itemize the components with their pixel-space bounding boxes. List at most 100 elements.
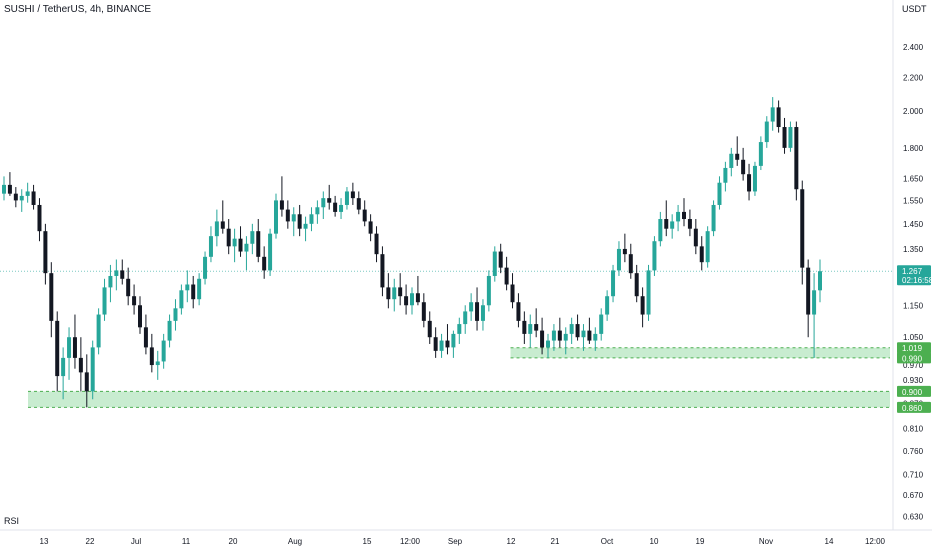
- candle-body: [25, 191, 30, 196]
- candle-body: [179, 290, 184, 309]
- candle: [226, 219, 231, 255]
- candle-body: [161, 340, 166, 362]
- candle: [741, 147, 746, 181]
- candle: [368, 214, 373, 242]
- candle: [303, 216, 308, 242]
- candle-body: [380, 254, 385, 288]
- candle: [291, 207, 296, 237]
- price-tick-label: 1.350: [903, 245, 924, 254]
- candle-body: [818, 271, 822, 291]
- time-tick-label: 11: [182, 537, 191, 546]
- candle: [569, 317, 574, 344]
- candle: [622, 233, 627, 263]
- candle-body: [114, 270, 119, 276]
- candle-body: [628, 254, 633, 274]
- candles-layer: [2, 97, 822, 408]
- candle: [587, 317, 592, 344]
- candle: [191, 275, 196, 309]
- candle-body: [445, 340, 450, 348]
- candle: [132, 284, 137, 315]
- candle: [628, 243, 633, 279]
- candle-body: [214, 221, 219, 237]
- candle: [415, 275, 420, 306]
- candle-body: [55, 320, 60, 377]
- candle: [480, 299, 485, 331]
- candle-body: [421, 302, 426, 321]
- candle-body: [699, 246, 704, 263]
- candle-body: [327, 198, 332, 203]
- candle: [262, 246, 267, 279]
- candle: [640, 287, 645, 328]
- candle-body: [315, 207, 320, 215]
- price-tick-label: 0.930: [903, 376, 924, 385]
- candle-body: [658, 219, 663, 242]
- candle-body: [285, 209, 290, 222]
- candle-body: [693, 228, 698, 247]
- candle-body: [102, 287, 107, 315]
- candle: [285, 200, 290, 229]
- candle-body: [256, 231, 261, 257]
- candle-body: [812, 290, 817, 315]
- candle: [445, 324, 450, 355]
- price-tick-label: 1.550: [903, 196, 924, 205]
- candle: [818, 259, 822, 303]
- candle-body: [764, 121, 769, 143]
- candle: [421, 293, 426, 328]
- candle: [37, 198, 42, 242]
- candle: [114, 259, 119, 291]
- candle-body: [333, 202, 338, 212]
- candle: [25, 182, 30, 203]
- candle-body: [203, 256, 208, 279]
- candle: [2, 176, 6, 201]
- candle: [149, 333, 154, 373]
- candle-body: [415, 293, 420, 303]
- candle: [658, 211, 663, 247]
- candle-body: [676, 211, 681, 222]
- candle: [96, 308, 101, 355]
- candle: [551, 324, 556, 351]
- candle: [451, 330, 456, 358]
- candle: [510, 273, 515, 309]
- candle: [581, 324, 586, 351]
- candle: [173, 299, 178, 331]
- candle-body: [392, 287, 397, 300]
- candle-body: [670, 221, 675, 229]
- zone-2-top-badge: 0.900: [897, 385, 931, 397]
- candle-body: [575, 324, 580, 338]
- candle-body: [522, 320, 527, 334]
- candle-body: [516, 302, 521, 321]
- candle-body: [108, 275, 113, 288]
- price-tick-label: 0.670: [903, 491, 924, 500]
- candle: [540, 317, 545, 355]
- zone-2-top-badge-bg: [897, 385, 931, 397]
- candle: [78, 337, 83, 392]
- candle: [31, 184, 36, 210]
- candle-body: [782, 127, 787, 148]
- candle: [652, 236, 657, 276]
- candle-body: [776, 107, 781, 128]
- rsi-indicator-label[interactable]: RSI: [4, 516, 20, 526]
- candle-body: [723, 167, 728, 183]
- candle-body: [49, 273, 54, 321]
- time-tick-label: Sep: [448, 537, 463, 546]
- last-price-badge-text: 1.267: [902, 267, 923, 276]
- candle-body: [616, 248, 621, 271]
- candle: [327, 184, 332, 210]
- zone-1-top-badge-bg: [897, 342, 931, 354]
- candle-body: [457, 324, 462, 334]
- candle-body: [410, 293, 414, 306]
- candle-body: [279, 200, 284, 210]
- candle: [516, 293, 521, 328]
- candle: [593, 327, 598, 351]
- candle-body: [61, 357, 66, 377]
- candle-body: [90, 347, 95, 392]
- time-axis[interactable]: 13 22 Jul 11 20 Aug 15 12:00 Sep 12 21 Oct 10 19 Nov 14…: [40, 537, 886, 546]
- zone-1-top-badge-text: 1.019: [902, 344, 923, 353]
- candle-body: [309, 214, 314, 224]
- candle-body: [72, 337, 77, 358]
- candle-body: [687, 219, 692, 229]
- candle-body: [717, 182, 722, 205]
- time-tick-label: 20: [229, 537, 238, 546]
